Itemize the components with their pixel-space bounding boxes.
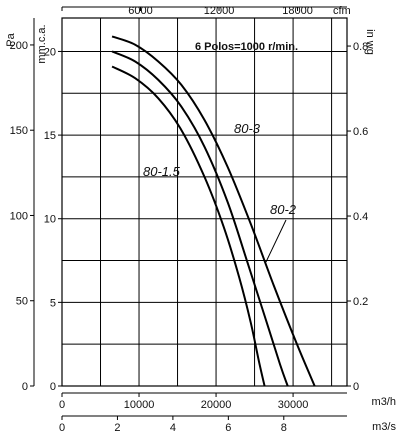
mmca-tick-label: 10 [44, 214, 56, 226]
curve-label-80-2: 80-2 [270, 202, 297, 217]
inwg-tick-label: 0.8 [353, 41, 368, 53]
cfm-axis-label: cfm [333, 5, 351, 17]
cfm-tick-label: 12000 [204, 5, 235, 17]
pa-axis-label: Pa [5, 32, 17, 46]
speed-annotation: 6 Polos=1000 r/min. [195, 41, 298, 53]
inwg-tick-label: 0.6 [353, 126, 368, 138]
inwg-tick-label: 0.4 [353, 211, 368, 223]
inwg-tick-label: 0.2 [353, 296, 368, 308]
inwg-tick-label: 0 [353, 381, 359, 393]
leader-line-80-2 [265, 219, 287, 263]
mmca-tick-label: 5 [50, 297, 56, 309]
curve-80-2 [111, 50, 289, 387]
m3h-axis-label: m3/h [372, 396, 396, 408]
mmca-tick-label: 0 [50, 381, 56, 393]
mmca-axis-label: mm.c.a. [36, 24, 48, 63]
m3s-tick-label: 0 [59, 422, 65, 434]
m3s-tick-label: 4 [170, 422, 176, 434]
performance-curves [111, 35, 316, 387]
m3h-tick-label: 30000 [278, 399, 309, 411]
cfm-tick-label: 6000 [128, 5, 152, 17]
grid-lines [62, 18, 347, 386]
mmca-tick-label: 20 [44, 46, 56, 58]
m3h-tick-label: 0 [59, 399, 65, 411]
m3s-tick-label: 8 [281, 422, 287, 434]
curve-label-80-3: 80-3 [234, 121, 261, 136]
plot-frame [61, 17, 348, 387]
pa-tick-label: 0 [22, 381, 28, 393]
curve-80-1-5 [111, 65, 266, 387]
pa-tick-label: 200 [10, 40, 28, 52]
m3h-tick-label: 20000 [201, 399, 232, 411]
cfm-tick-label: 18000 [282, 5, 313, 17]
m3s-axis-label: m3/s [372, 421, 396, 433]
m3s-tick-label: 6 [225, 422, 231, 434]
pa-tick-label: 50 [16, 296, 28, 308]
m3s-tick-label: 2 [114, 422, 120, 434]
m3h-tick-label: 10000 [124, 399, 155, 411]
pa-tick-label: 150 [10, 125, 28, 137]
mmca-tick-label: 15 [44, 130, 56, 142]
inwg-axis-label: in wg [364, 29, 376, 55]
curve-80-3 [111, 35, 316, 387]
curve-label-80-1-5: 80-1.5 [143, 164, 181, 179]
pa-tick-label: 100 [10, 210, 28, 222]
